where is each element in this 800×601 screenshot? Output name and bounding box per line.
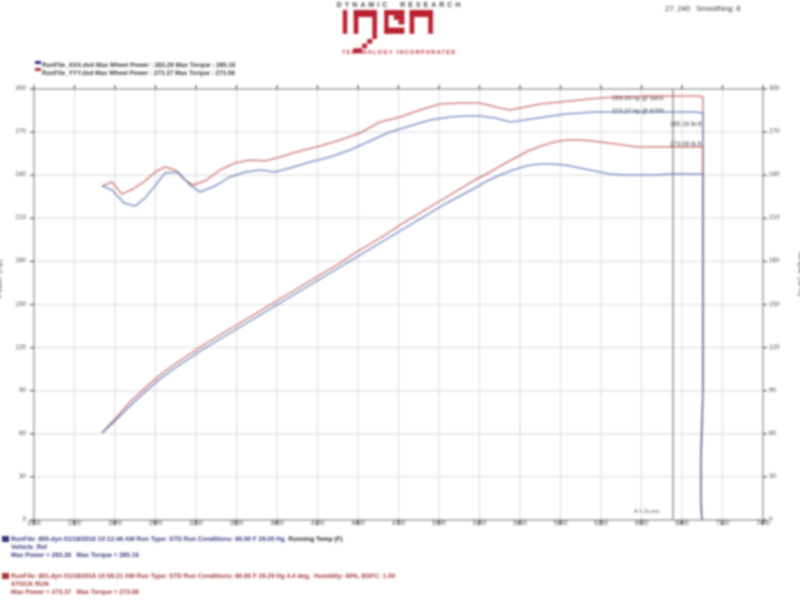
- svg-text:285.16 lb-ft: 285.16 lb-ft: [670, 121, 702, 128]
- svg-text:A = 2x,xxx: A = 2x,xxx: [634, 509, 659, 515]
